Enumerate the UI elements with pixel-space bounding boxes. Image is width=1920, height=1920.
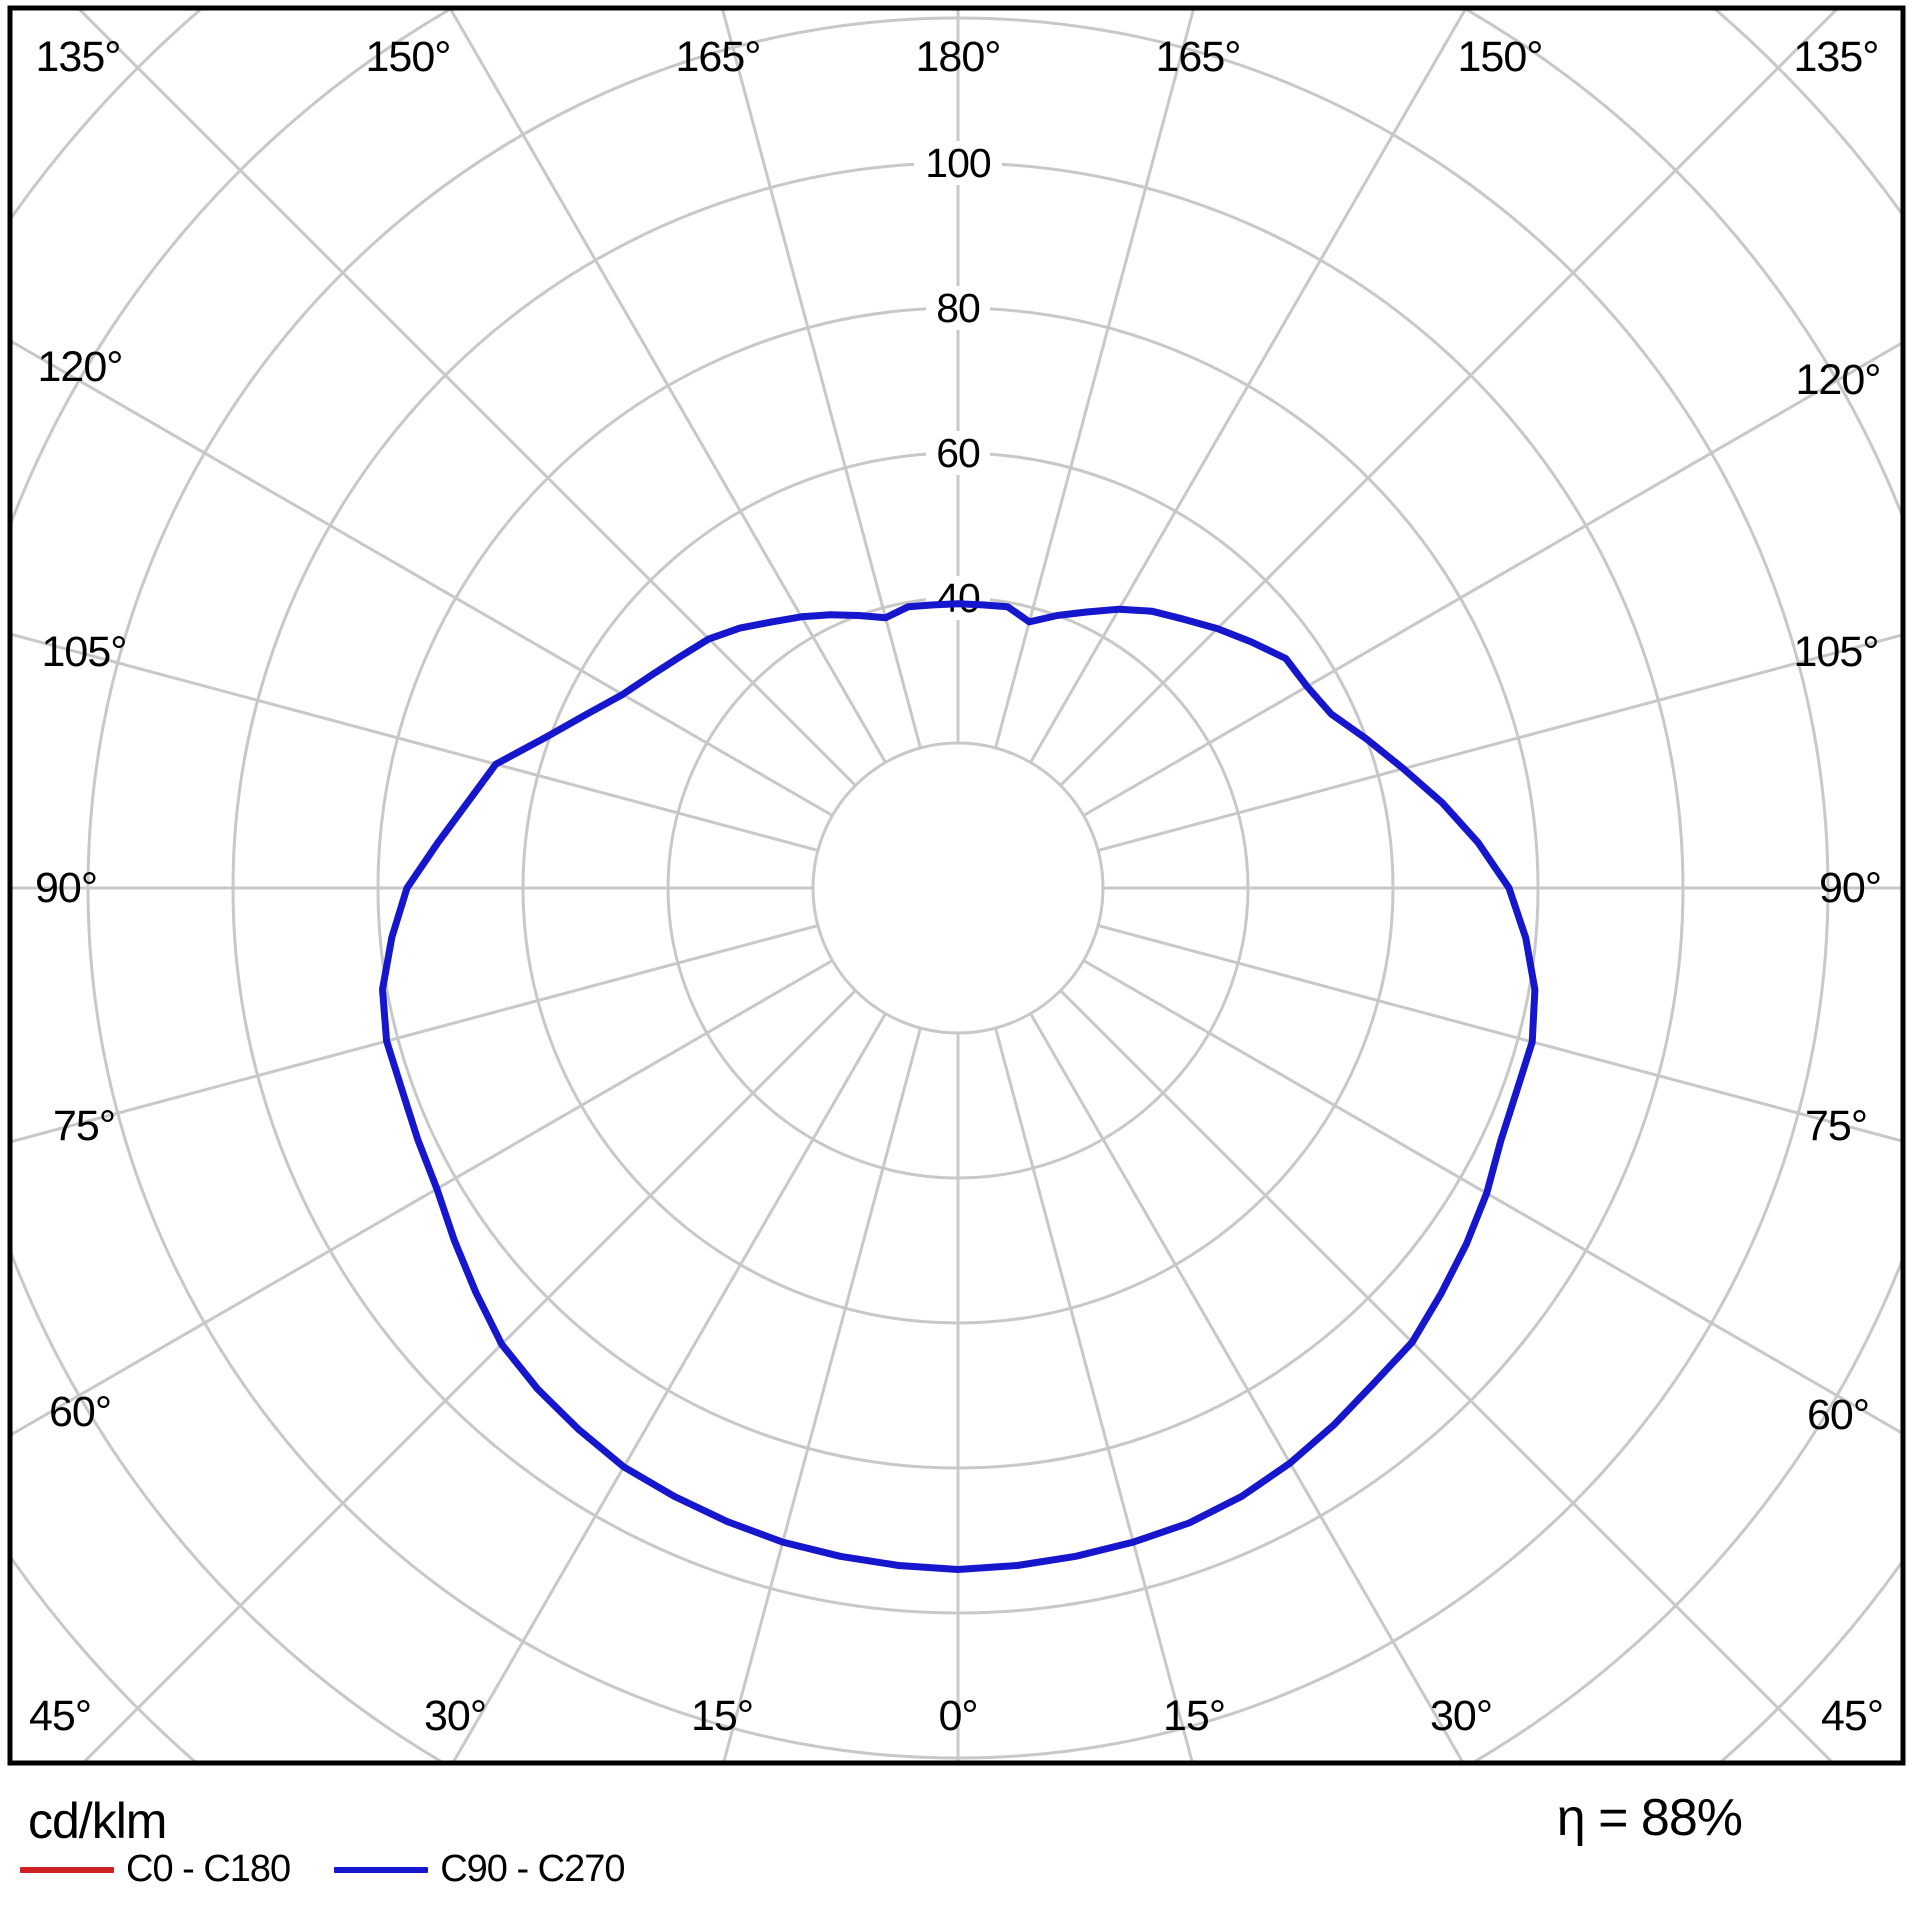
angle-label: 45° (29, 1692, 91, 1740)
grid-spoke (722, 1027, 922, 1761)
tick-label-pad (926, 431, 990, 475)
grid-spoke (1029, 1012, 1464, 1761)
legend-item-c0-c180: C0 - C180 (20, 1848, 291, 1891)
angle-label: 120° (38, 343, 123, 391)
angle-label: 30° (424, 1692, 486, 1740)
radial-tick-label: 60 (936, 430, 980, 476)
efficiency-value: η = 88% (1556, 1789, 1743, 1847)
grid-spoke (994, 10, 1195, 749)
angle-label: 90° (35, 864, 97, 912)
angle-label: 150° (366, 33, 451, 81)
angle-label: 45° (1821, 1692, 1883, 1740)
grid-spoke (452, 1012, 887, 1761)
angle-label: 120° (1796, 356, 1881, 404)
radial-tick-label: 100 (925, 140, 991, 186)
tick-label-pad (914, 141, 1002, 185)
grid-spoke (1082, 959, 1901, 1435)
angle-label: 0° (938, 1692, 977, 1740)
grid-spoke (77, 10, 857, 787)
unit-label: cd/klm (28, 1793, 167, 1849)
angle-label: 135° (1794, 33, 1879, 81)
legend-label: C0 - C180 (126, 1848, 291, 1890)
tick-label-pad (926, 576, 990, 620)
grid-spoke (1029, 10, 1467, 764)
angle-label: 60° (49, 1388, 111, 1436)
grid-spoke (449, 10, 887, 764)
grid-spoke (12, 959, 834, 1436)
legend: C0 - C180 C90 - C270 (20, 1848, 626, 1891)
curve-c90-c270 (379, 600, 1539, 1573)
radial-tick-labels: 40 60 80 100 (914, 140, 1002, 621)
legend-label: C90 - C270 (440, 1848, 625, 1890)
angle-label: 105° (1794, 628, 1879, 676)
angle-labels: 135° 150° 165° 180° 165° 150° 135° 45° 30° 15° 0° 1… (29, 33, 1884, 1740)
grid-circle (811, 741, 1105, 1035)
grid-spoke (721, 10, 922, 749)
angle-label: 165° (676, 33, 761, 81)
grid-spoke (82, 989, 857, 1761)
angle-label: 165° (1156, 33, 1241, 81)
chart-frame (7, 5, 1906, 1766)
angle-label: 75° (1805, 1102, 1867, 1150)
tick-label-pad (926, 286, 990, 330)
angle-label: 150° (1458, 33, 1543, 81)
grid-spoke (12, 632, 819, 852)
angle-label: 15° (691, 1692, 753, 1740)
angle-label: 135° (36, 33, 121, 81)
grid-spoke (1082, 341, 1901, 817)
radial-tick-label: 40 (936, 575, 980, 621)
angle-label: 30° (1430, 1692, 1492, 1740)
grid-spoke (1059, 10, 1839, 787)
legend-swatch-red-line (20, 1866, 114, 1873)
legend-swatch-blue-line (334, 1866, 429, 1873)
grid-spoke (1059, 989, 1834, 1761)
angle-label: 75° (53, 1102, 115, 1150)
angle-label: 15° (1163, 1692, 1225, 1740)
grid-spoke (994, 1027, 1194, 1761)
grid-spoke (12, 924, 819, 1144)
angle-label: 60° (1807, 1391, 1869, 1439)
radial-tick-label: 80 (936, 285, 980, 331)
angle-label: 180° (916, 33, 1001, 81)
grid-spoke (1097, 633, 1901, 852)
angle-label: 105° (42, 628, 127, 676)
grid-spoke (12, 340, 834, 817)
grid-spoke (1097, 924, 1901, 1143)
legend-item-c90-c270: C90 - C270 (334, 1848, 626, 1891)
angle-label: 90° (1819, 864, 1881, 912)
